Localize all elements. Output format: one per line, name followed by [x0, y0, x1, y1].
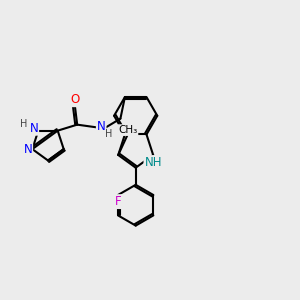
Text: CH₃: CH₃: [118, 125, 137, 135]
Text: N: N: [23, 142, 32, 156]
Text: N: N: [29, 122, 38, 135]
Text: H: H: [105, 129, 112, 139]
Text: H: H: [20, 119, 28, 129]
Text: NH: NH: [144, 156, 162, 169]
Text: N: N: [97, 120, 106, 133]
Text: F: F: [115, 195, 122, 208]
Text: O: O: [70, 93, 80, 106]
